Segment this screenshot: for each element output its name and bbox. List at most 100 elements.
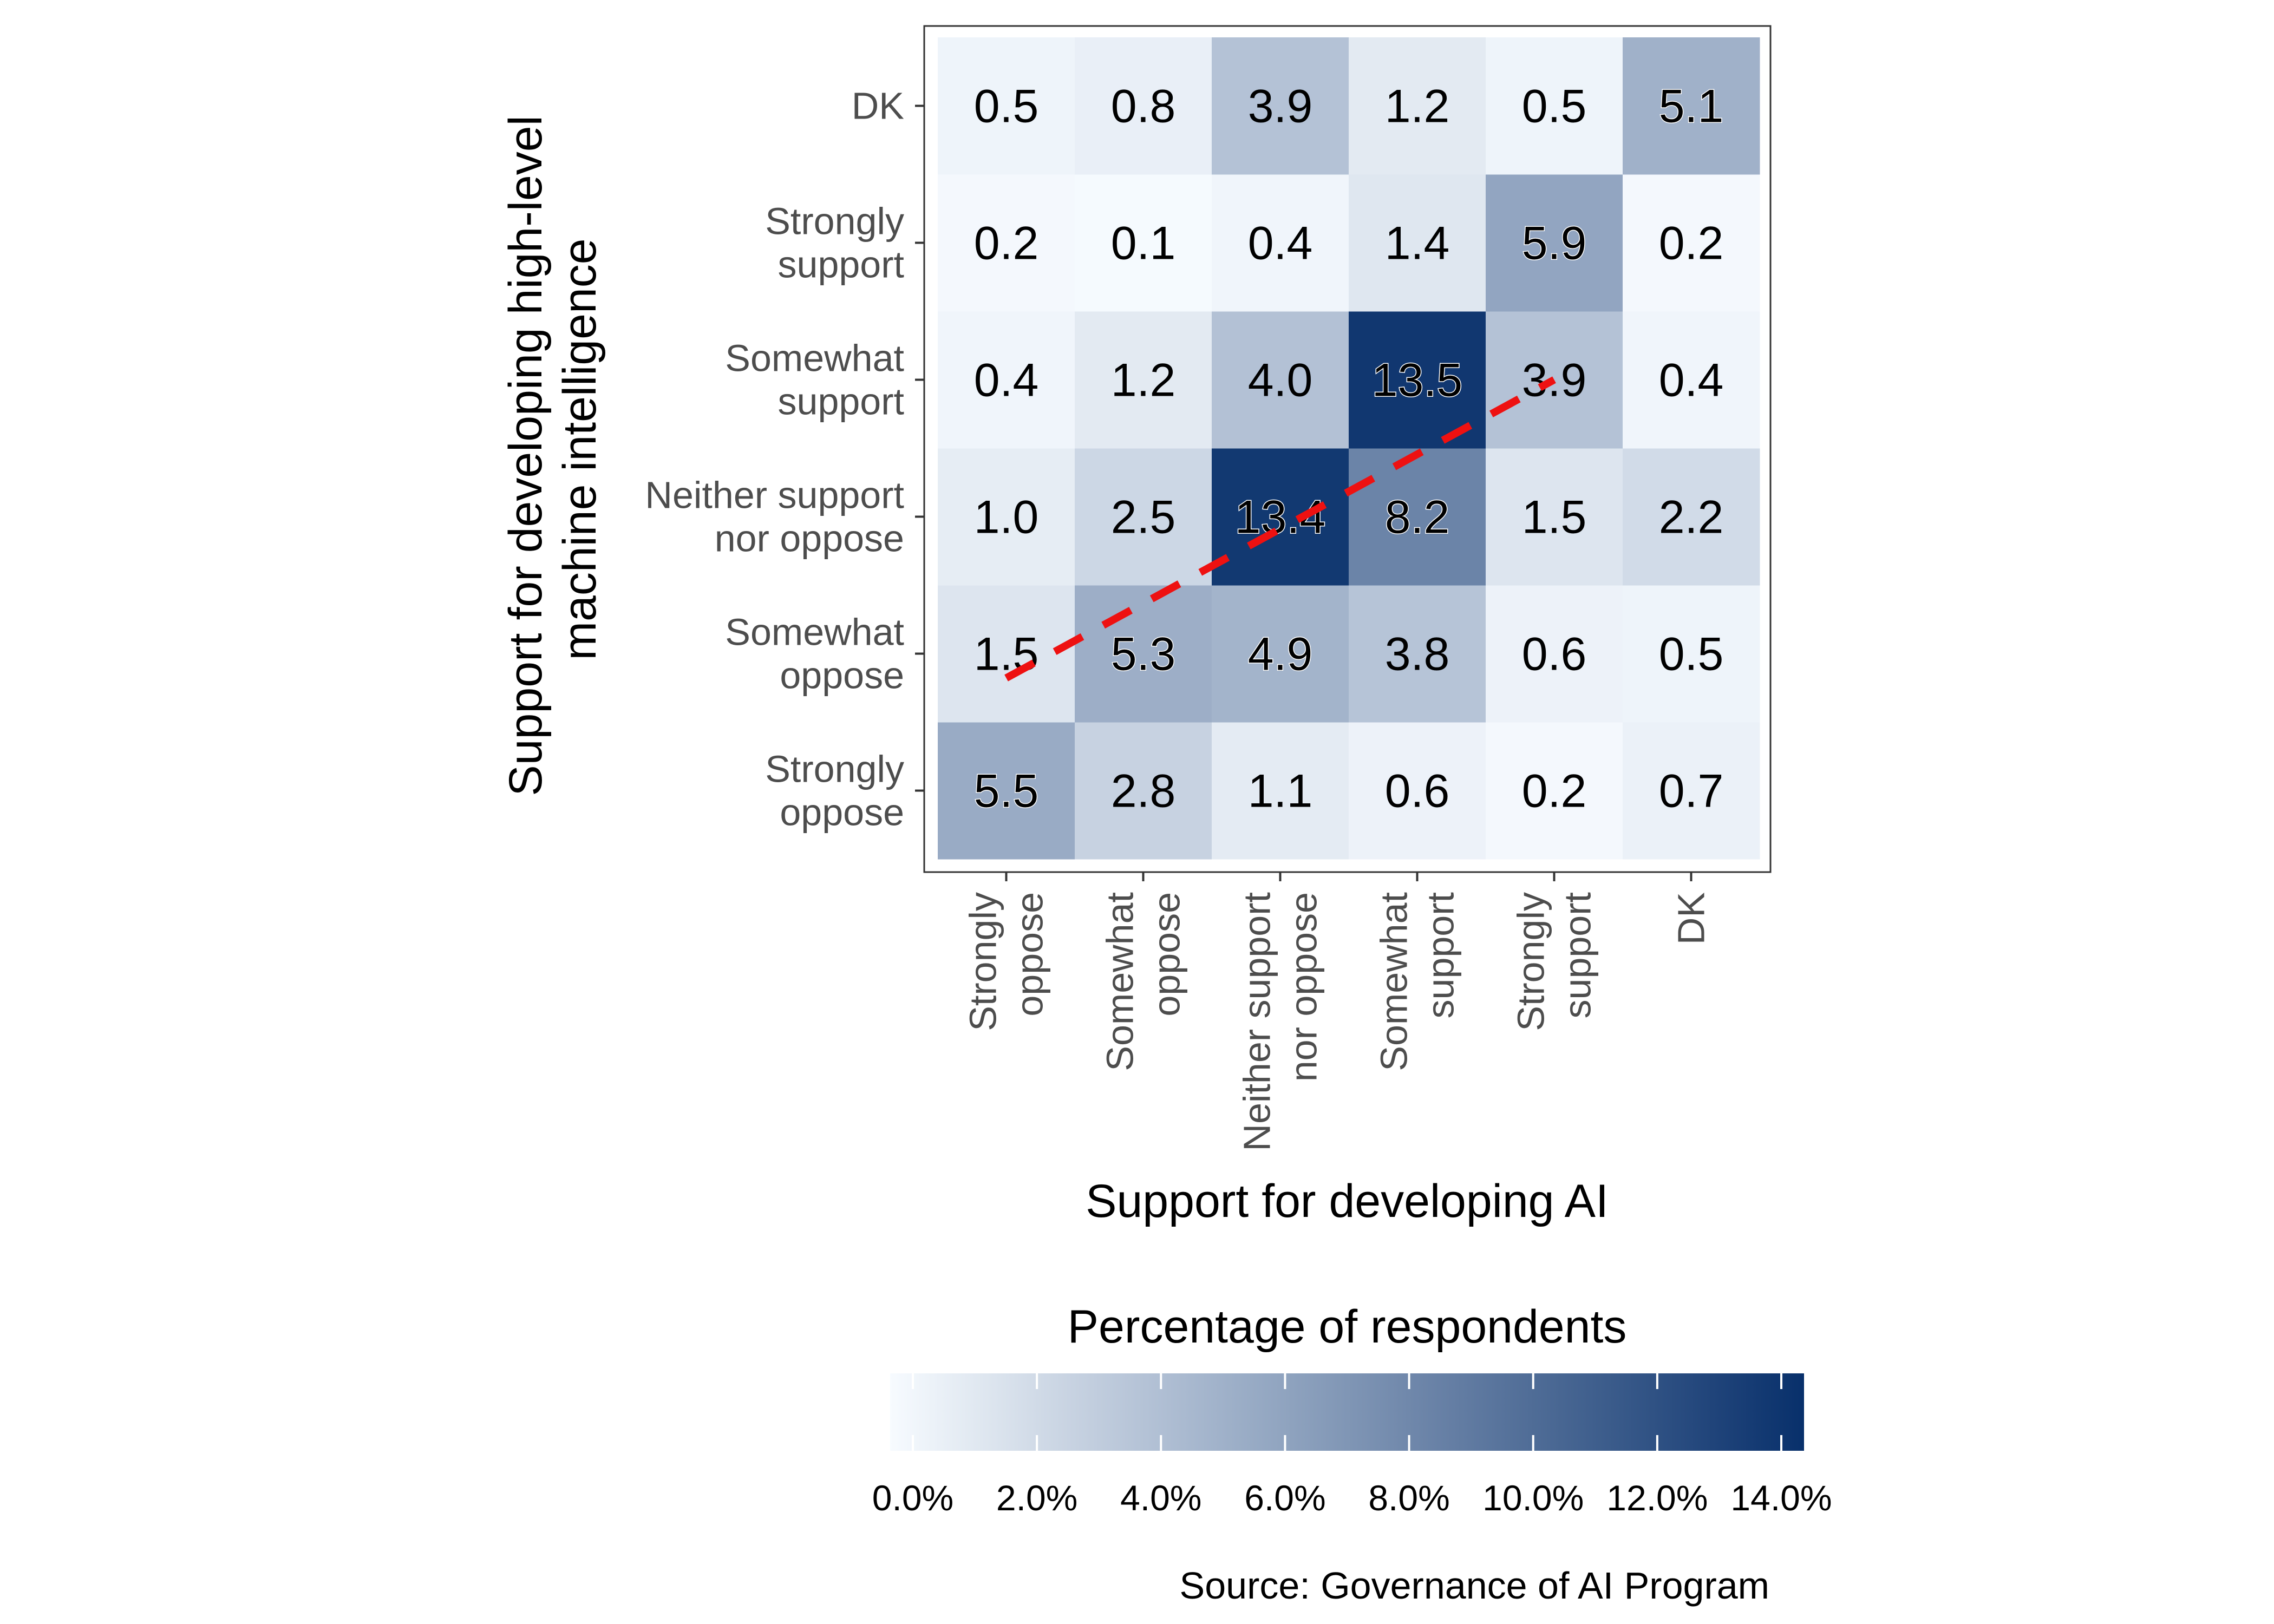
cell-value-label: 5.9 [1522, 218, 1587, 270]
cell-value-label: 5.1 [1659, 81, 1724, 133]
color-scale-tick-label: 4.0% [1120, 1478, 1201, 1518]
cell-value-label: 4.0 [1248, 355, 1313, 407]
cell-value-label: 0.6 [1385, 765, 1450, 817]
color-scale-bar [890, 1373, 1804, 1451]
cell-value-label: 2.8 [1111, 765, 1176, 817]
heatmap-cell [938, 311, 1075, 449]
cell-value-label: 0.5 [1659, 628, 1724, 680]
heatmap-cell [1349, 174, 1486, 312]
color-scale-ticks: 0.0% 2.0% 4.0% 6.0% 8.0% 10.0% 12.0% 14.0% [872, 1373, 1832, 1518]
legend-title: Percentage of respondents [1068, 1301, 1627, 1353]
heatmap-cell [1623, 311, 1760, 449]
y-tick-label-strongly-support: Strongly [765, 200, 904, 243]
cell-value-labels: 5.5 2.8 1.1 0.6 0.2 0.7 1.5 5.3 4.9 3.8 0.6 0.5 1.0 2… [973, 80, 1724, 818]
heatmap-cell [1075, 722, 1212, 860]
heatmap-cell [1349, 722, 1486, 860]
cell-value-label: 1.0 [974, 492, 1039, 543]
heatmap-cell [1212, 585, 1349, 723]
cell-value-label: 13.5 [1372, 355, 1462, 407]
x-tick-label-somewhat-support: Somewhat [1373, 892, 1415, 1071]
cell-value-label: 8.2 [1385, 492, 1450, 543]
cell-value-label: 1.2 [1385, 81, 1450, 133]
cell-value-label: 0.6 [1522, 628, 1587, 680]
color-scale-tick-label: 2.0% [996, 1478, 1077, 1518]
color-scale-tick-label: 0.0% [872, 1478, 953, 1518]
heatmap-cell [1623, 37, 1760, 175]
heatmap-cell [1212, 311, 1349, 449]
heatmap-cell [1349, 585, 1486, 723]
x-tick-label-dk: DK [1670, 892, 1713, 945]
color-scale-tick-label: 8.0% [1368, 1478, 1449, 1518]
x-tick-label-strongly-oppose: oppose [1009, 892, 1051, 1017]
y-tick-label-strongly-support: support [778, 244, 904, 286]
color-scale-tick-label: 12.0% [1606, 1478, 1708, 1518]
cell-value-label: 1.5 [1522, 492, 1587, 543]
heatmap-cell [1075, 585, 1212, 723]
heatmap-cell [1212, 37, 1349, 175]
cell-value-label: 2.5 [1111, 492, 1176, 543]
y-tick-label-somewhat-oppose: Somewhat [725, 611, 904, 653]
cell-value-label: 0.7 [1659, 765, 1724, 817]
plot-border [923, 25, 1772, 873]
heatmap-cells [938, 37, 1760, 860]
heatmap-cell [938, 722, 1075, 860]
cell-value-label: 1.2 [1111, 355, 1176, 407]
y-tick-label-dk: DK [852, 85, 904, 127]
cell-value-label: 0.5 [974, 81, 1039, 133]
cell-value-label: 0.4 [1659, 355, 1724, 407]
cell-value-label: 0.2 [1659, 218, 1724, 270]
y-axis-title: Support for developing high-level machin… [500, 102, 606, 796]
y-tick-label-somewhat-oppose: oppose [780, 654, 904, 697]
cell-value-label: 0.4 [974, 355, 1039, 407]
heatmap-cell [1349, 448, 1486, 586]
heatmap-cell [1486, 448, 1623, 586]
heatmap-cell [1075, 174, 1212, 312]
heatmap-cell [1075, 311, 1212, 449]
x-tick-label-strongly-support: support [1557, 892, 1599, 1018]
heatmap-cell [1212, 722, 1349, 860]
color-scale-tick-label: 6.0% [1244, 1478, 1325, 1518]
cell-value-label: 1.4 [1385, 218, 1450, 270]
cell-value-label: 3.9 [1248, 81, 1313, 133]
cell-value-label: 5.3 [1111, 628, 1176, 680]
cell-value-label: 2.2 [1659, 492, 1724, 543]
heatmap-cell [938, 174, 1075, 312]
heatmap-cell [938, 37, 1075, 175]
cell-value-label: 0.2 [1522, 765, 1587, 817]
heatmap-cell [938, 448, 1075, 586]
source-caption: Source: Governance of AI Program [1180, 1564, 1769, 1607]
heatmap-cell [1212, 174, 1349, 312]
heatmap-cell [1212, 448, 1349, 586]
heatmap-cell [1486, 311, 1623, 449]
cell-value-label: 1.1 [1248, 765, 1313, 817]
x-tick-label-somewhat-oppose: Somewhat [1099, 892, 1141, 1071]
heatmap-cell [1486, 722, 1623, 860]
y-tick-label-strongly-oppose: Strongly [765, 748, 904, 790]
x-tick-label-somewhat-support: support [1420, 892, 1462, 1018]
color-scale-tick-label: 14.0% [1730, 1478, 1832, 1518]
heatmap-cell [938, 585, 1075, 723]
x-tick-label-strongly-oppose: Strongly [962, 892, 1004, 1031]
heatmap-cell [1486, 174, 1623, 312]
x-tick-label-neither-support-nor-oppose: nor oppose [1283, 892, 1325, 1082]
x-axis: Strongly oppose Somewhat oppose Neither supp… [962, 872, 1713, 1151]
heatmap-cell [1349, 37, 1486, 175]
cell-value-label: 1.5 [974, 628, 1039, 680]
x-tick-label-somewhat-oppose: oppose [1146, 892, 1188, 1017]
heatmap-cell [1075, 448, 1212, 586]
cell-value-label: 5.5 [974, 765, 1039, 817]
cell-value-label: 3.8 [1385, 628, 1450, 680]
diagonal-line [1004, 376, 1556, 682]
cell-value-label: 4.9 [1248, 628, 1313, 680]
y-tick-label-somewhat-support: Somewhat [725, 337, 904, 379]
heatmap-cell [1623, 174, 1760, 312]
heatmap-cell [1623, 585, 1760, 723]
cell-value-label: 0.4 [1248, 218, 1313, 270]
cell-value-label: 0.5 [1522, 81, 1587, 133]
x-axis-title: Support for developing AI [1086, 1175, 1609, 1227]
heatmap-cell [1623, 722, 1760, 860]
x-tick-label-strongly-support: Strongly [1510, 892, 1552, 1031]
cell-value-label: 0.2 [974, 218, 1039, 270]
